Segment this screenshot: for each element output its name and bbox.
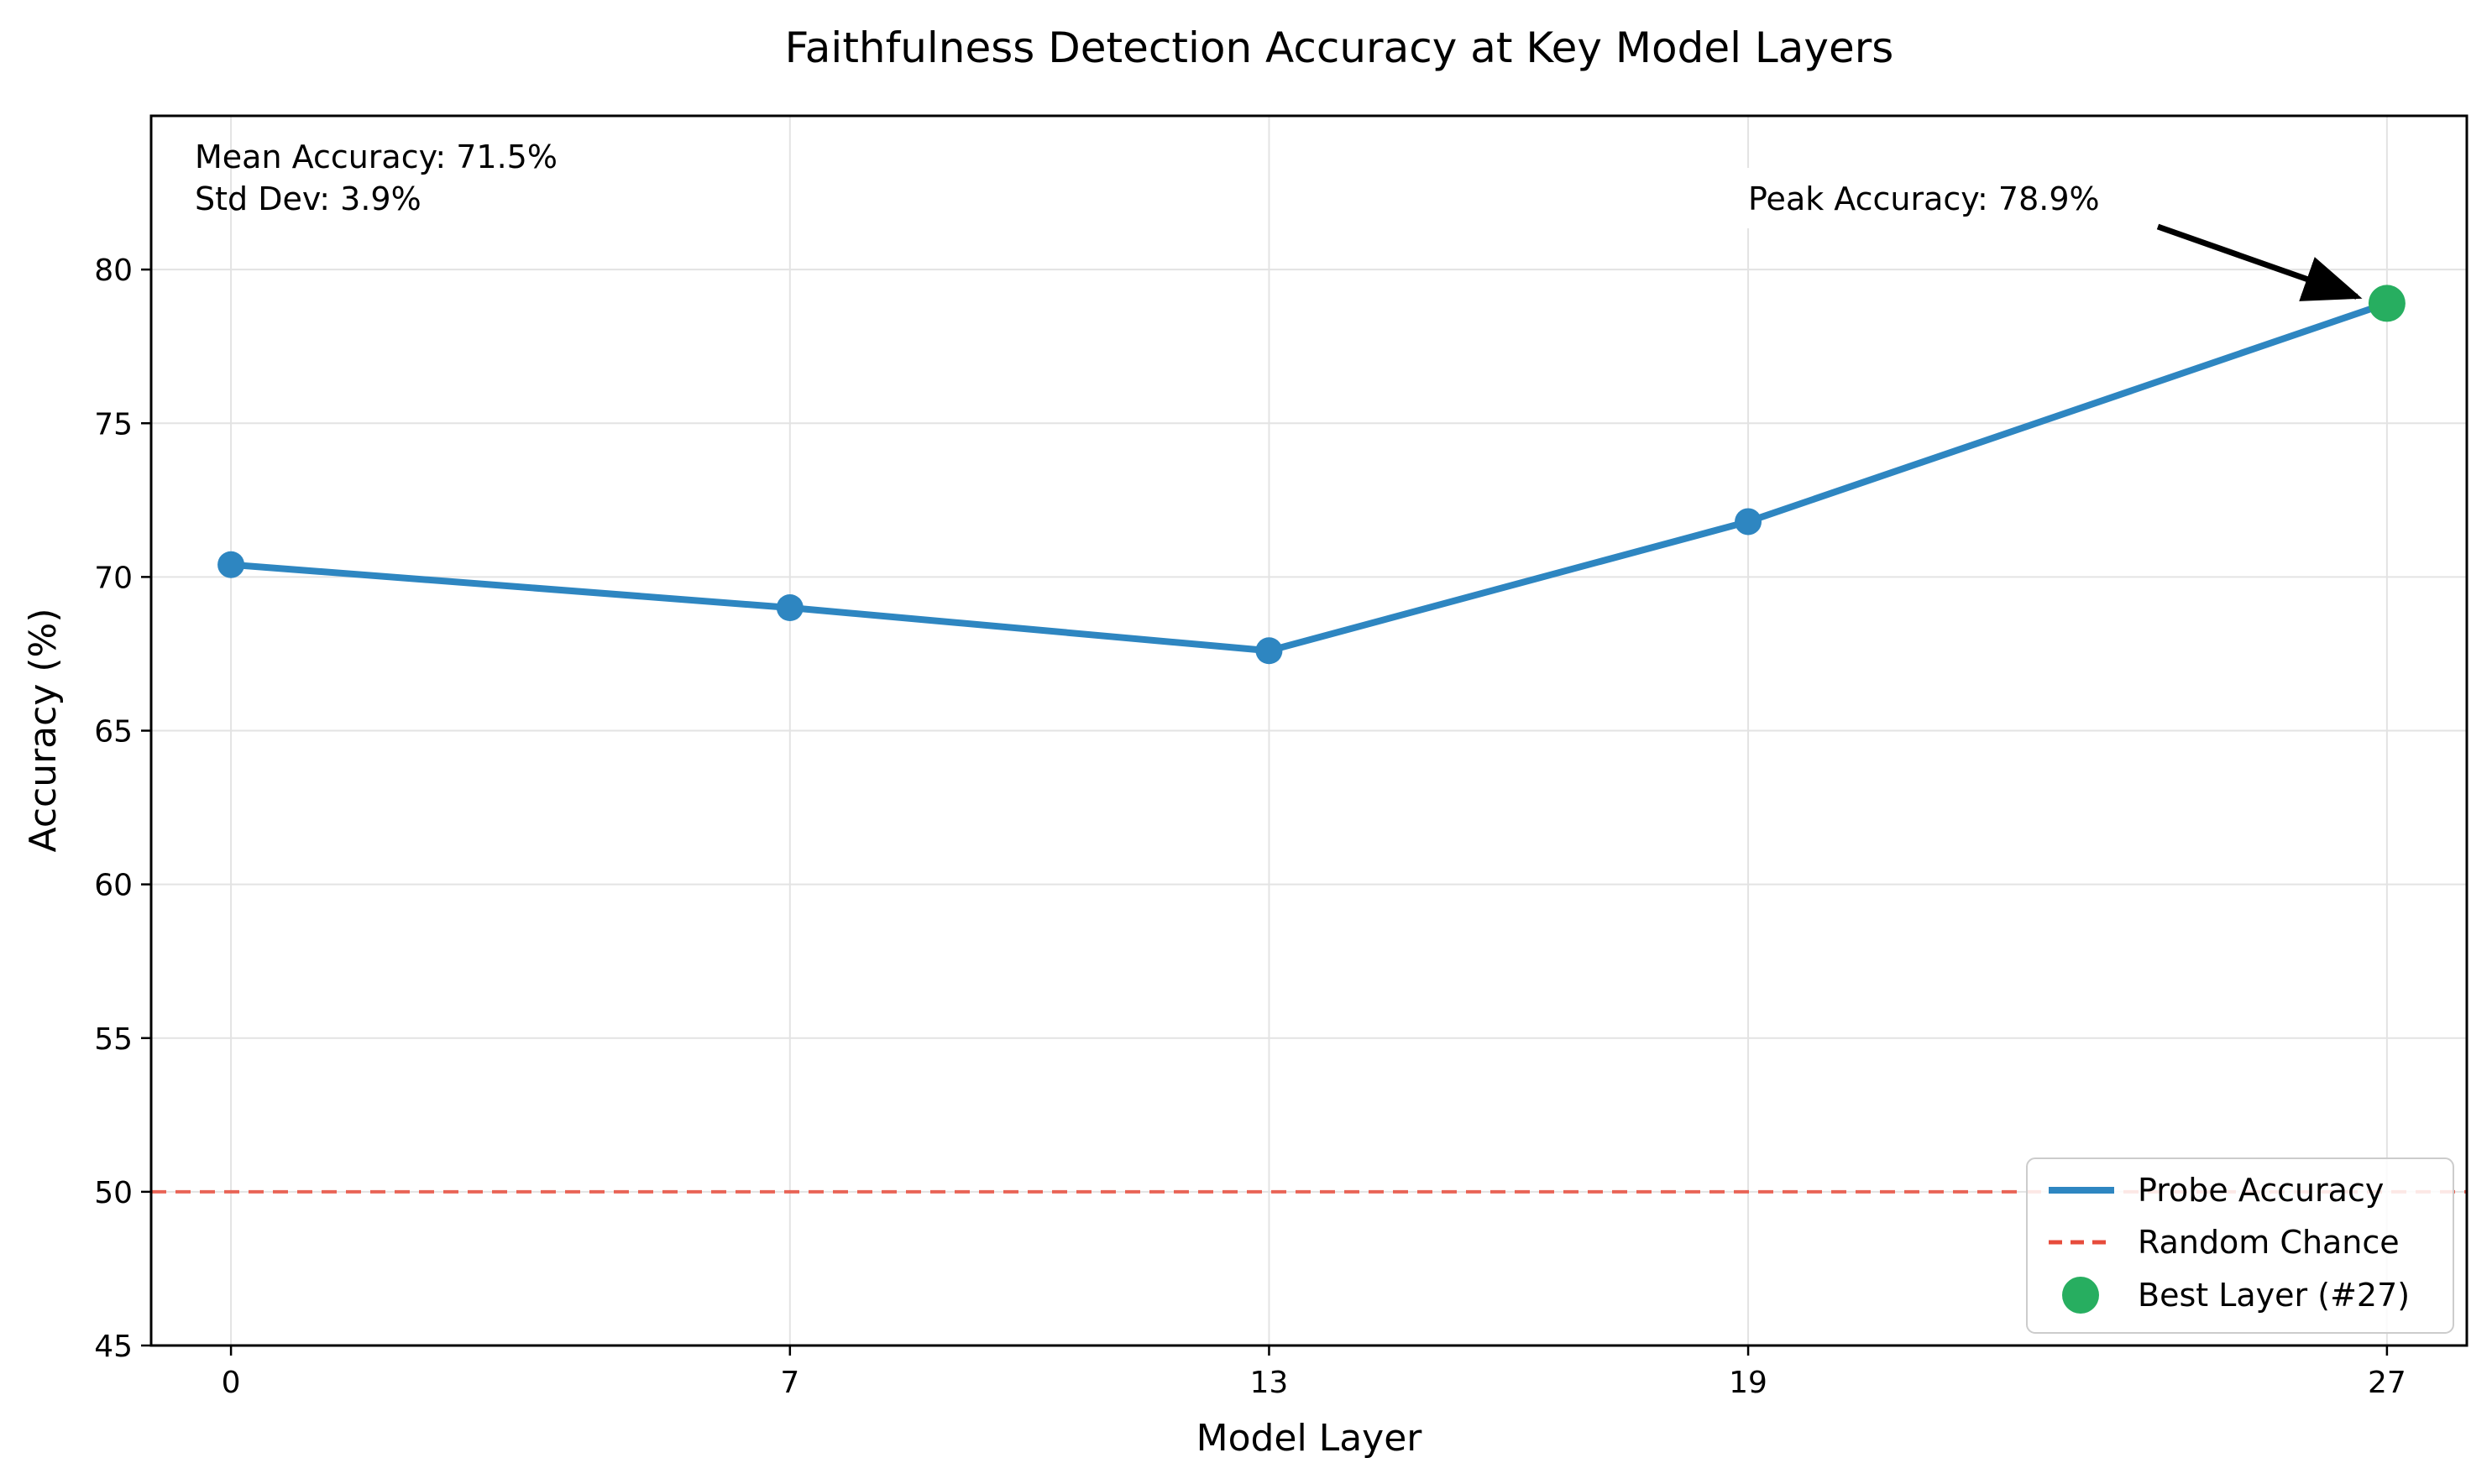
y-tick-label: 75	[94, 407, 133, 442]
data-point	[217, 551, 245, 578]
legend-probe-label: Probe Accuracy	[2138, 1172, 2384, 1209]
y-tick-label: 45	[94, 1330, 133, 1364]
legend-random-label: Random Chance	[2138, 1224, 2400, 1261]
x-tick-label: 13	[1250, 1366, 1289, 1400]
chart-title: Faithfulness Detection Accuracy at Key M…	[785, 24, 1894, 72]
peak-annotation-text: Peak Accuracy: 78.9%	[1748, 180, 2100, 217]
x-tick-label: 0	[222, 1366, 241, 1400]
y-tick-label: 50	[94, 1176, 133, 1210]
peak-arrow	[2156, 223, 2363, 301]
y-tick-label: 60	[94, 869, 133, 903]
x-axis-label: Model Layer	[1196, 1417, 1423, 1460]
grid	[151, 116, 2467, 1346]
x-tick-label: 7	[780, 1366, 799, 1400]
x-tick-label: 27	[2368, 1366, 2406, 1400]
legend-best-label: Best Layer (#27)	[2138, 1277, 2410, 1314]
probe-accuracy-line	[230, 300, 2389, 655]
legend-best-swatch	[2062, 1277, 2099, 1314]
data-point	[1255, 637, 1283, 665]
peak-label-bg	[1738, 168, 2158, 228]
best-layer-point	[2368, 285, 2406, 322]
y-axis-label: Accuracy (%)	[22, 608, 65, 852]
data-point	[776, 594, 804, 621]
stats-mean-text: Mean Accuracy: 71.5%	[195, 138, 558, 175]
y-tick-label: 70	[94, 561, 133, 595]
series-layer	[217, 285, 2406, 665]
x-ticks: 0 7 13 19 27	[222, 1346, 2406, 1400]
y-tick-label: 55	[94, 1022, 133, 1057]
y-tick-label: 65	[94, 715, 133, 750]
legend-box	[2026, 1157, 2454, 1334]
stats-std-text: Std Dev: 3.9%	[195, 180, 421, 217]
y-ticks: 45 50 55 60 65 70 75 80	[94, 253, 151, 1364]
legend: Probe Accuracy Random Chance Best Layer …	[2026, 1157, 2454, 1334]
x-tick-label: 19	[1729, 1366, 1767, 1400]
data-point	[1735, 508, 1762, 536]
y-tick-label: 80	[94, 253, 133, 288]
